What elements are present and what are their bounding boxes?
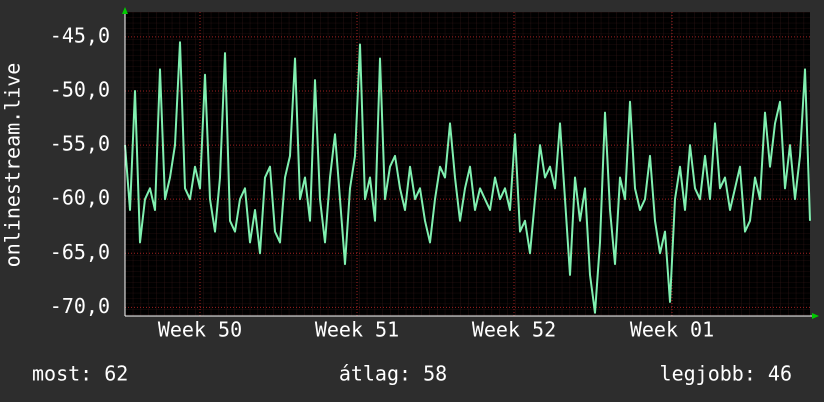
x-arrow xyxy=(812,313,819,319)
y-tick-label: -65,0 xyxy=(50,240,110,264)
y-arrow xyxy=(122,7,128,14)
series-line xyxy=(124,41,811,314)
minor-grid xyxy=(125,12,810,316)
footer-average: átlag: 58 xyxy=(339,362,447,386)
y-tick-label: -70,0 xyxy=(50,294,110,318)
x-tick-label: Week 50 xyxy=(158,318,242,342)
x-tick-label: Week 51 xyxy=(315,318,399,342)
y-tick-label: -60,0 xyxy=(50,186,110,210)
y-tick-label: -55,0 xyxy=(50,132,110,156)
footer-current: most: 62 xyxy=(32,362,128,386)
x-tick-label: Week 01 xyxy=(630,318,714,342)
footer-best: legjobb: 46 xyxy=(660,362,792,386)
y-tick-label: -45,0 xyxy=(50,23,110,47)
y-axis-label: onlinestream.live xyxy=(1,63,25,268)
y-tick-label: -50,0 xyxy=(50,77,110,101)
x-tick-label: Week 52 xyxy=(472,318,556,342)
